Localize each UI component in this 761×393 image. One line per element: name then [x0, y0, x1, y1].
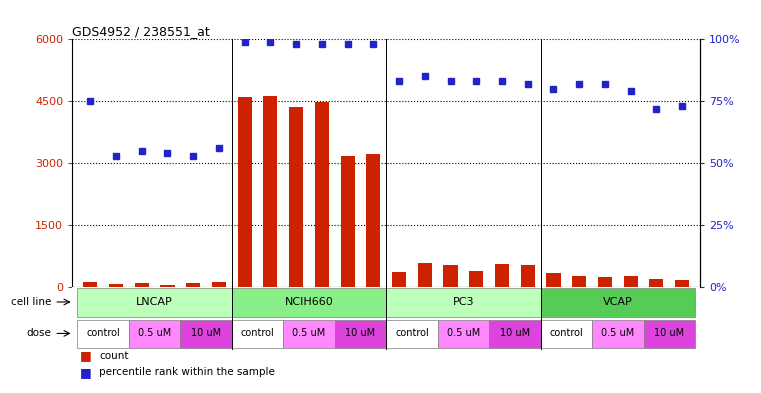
Bar	[386, 288, 540, 317]
Text: 10 uM: 10 uM	[500, 329, 530, 338]
Bar	[335, 320, 387, 348]
Bar	[232, 320, 283, 348]
Bar	[444, 265, 457, 287]
Text: control: control	[395, 329, 428, 338]
Text: GDS4952 / 238551_at: GDS4952 / 238551_at	[72, 25, 210, 38]
Bar	[283, 320, 335, 348]
Text: NCIH660: NCIH660	[285, 297, 333, 307]
Bar	[78, 320, 129, 348]
Bar	[340, 156, 355, 287]
Bar	[470, 271, 483, 287]
Bar	[263, 96, 278, 287]
Bar	[649, 279, 664, 287]
Bar	[129, 320, 180, 348]
Bar	[78, 288, 232, 317]
Text: count: count	[99, 351, 129, 361]
Text: 0.5 uM: 0.5 uM	[292, 329, 326, 338]
Bar	[180, 320, 232, 348]
Bar	[540, 288, 695, 317]
Text: control: control	[240, 329, 275, 338]
Bar	[83, 282, 97, 287]
Bar	[572, 276, 586, 287]
Bar	[675, 280, 689, 287]
Text: LNCAP: LNCAP	[136, 297, 173, 307]
Bar	[161, 285, 174, 287]
Text: dose: dose	[27, 329, 52, 338]
Text: 0.5 uM: 0.5 uM	[601, 329, 635, 338]
Bar	[592, 320, 644, 348]
Bar	[521, 264, 535, 287]
Bar	[489, 320, 540, 348]
Bar	[386, 320, 438, 348]
Text: control: control	[86, 329, 120, 338]
Bar	[598, 277, 612, 287]
Text: ■: ■	[80, 349, 91, 362]
Text: 10 uM: 10 uM	[654, 329, 684, 338]
Bar	[237, 97, 252, 287]
Text: PC3: PC3	[453, 297, 474, 307]
Bar	[186, 283, 200, 287]
Bar	[135, 283, 149, 287]
Text: cell line: cell line	[11, 297, 52, 307]
Text: control: control	[549, 329, 583, 338]
Text: 10 uM: 10 uM	[191, 329, 221, 338]
Text: percentile rank within the sample: percentile rank within the sample	[99, 367, 275, 377]
Bar	[546, 273, 561, 287]
Bar	[418, 263, 432, 287]
Bar	[623, 276, 638, 287]
Text: VCAP: VCAP	[603, 297, 632, 307]
Bar	[495, 264, 509, 287]
Bar	[109, 285, 123, 287]
Bar	[540, 320, 592, 348]
Bar	[289, 107, 303, 287]
Bar	[438, 320, 489, 348]
Bar	[392, 272, 406, 287]
Bar	[315, 102, 329, 287]
Text: 0.5 uM: 0.5 uM	[447, 329, 480, 338]
Bar	[644, 320, 695, 348]
Text: 0.5 uM: 0.5 uM	[138, 329, 171, 338]
Text: ■: ■	[80, 365, 91, 379]
Text: 10 uM: 10 uM	[345, 329, 375, 338]
Bar	[232, 288, 387, 317]
Bar	[212, 282, 226, 287]
Bar	[366, 154, 380, 287]
